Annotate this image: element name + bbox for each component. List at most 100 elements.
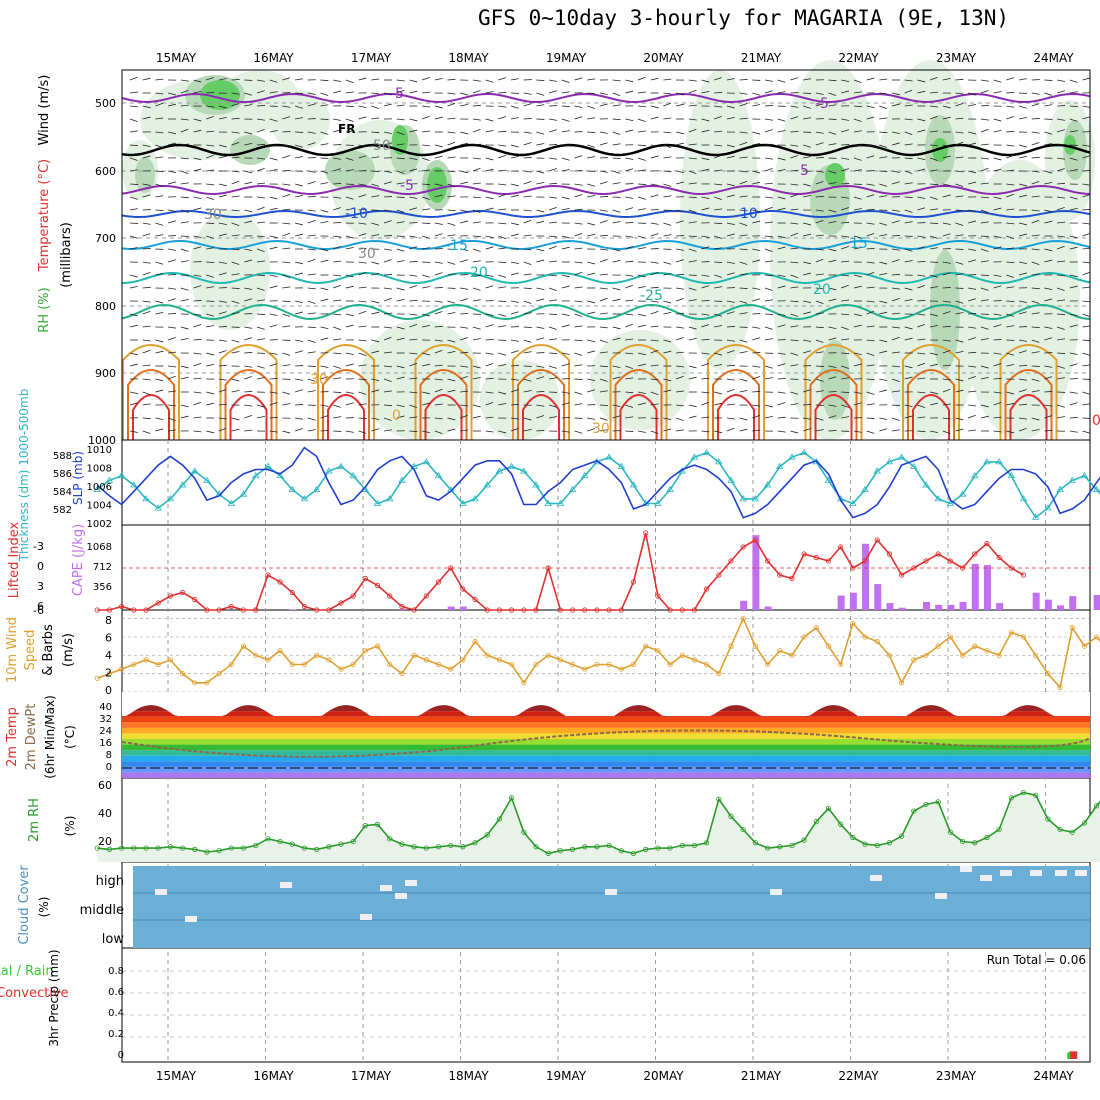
wind-barb bbox=[523, 131, 532, 134]
wind-barb bbox=[612, 104, 621, 107]
wind-barb bbox=[434, 144, 443, 148]
wind-speed-point bbox=[606, 661, 612, 668]
cloud-gap bbox=[870, 875, 882, 881]
wind-barb bbox=[383, 298, 392, 302]
wind-barb bbox=[282, 169, 291, 172]
wind-barb bbox=[447, 222, 456, 226]
wind-barb bbox=[574, 271, 583, 276]
wind-barb bbox=[409, 207, 418, 211]
wind-barb bbox=[206, 325, 215, 328]
wind-barb bbox=[206, 363, 215, 367]
wind-barb bbox=[1069, 324, 1078, 328]
wind-barb bbox=[244, 104, 253, 107]
wind-barb bbox=[701, 118, 710, 122]
wind-barb bbox=[853, 144, 862, 146]
wind-barb bbox=[726, 194, 735, 198]
wind-barb bbox=[688, 221, 697, 224]
wind-barb bbox=[345, 430, 354, 433]
wind-barb bbox=[993, 91, 1002, 94]
wind-barb bbox=[866, 339, 875, 342]
wind-barb bbox=[561, 285, 570, 289]
wind-barb bbox=[142, 222, 151, 225]
rh2m-point bbox=[472, 840, 478, 846]
wind-barb bbox=[1006, 155, 1014, 159]
wind-barb bbox=[193, 352, 202, 355]
wind-barb bbox=[866, 403, 875, 406]
wind-barb bbox=[968, 259, 977, 263]
wind-barb bbox=[587, 92, 596, 95]
cape-bar bbox=[837, 595, 845, 610]
wind-speed-point bbox=[899, 680, 905, 686]
lifted-index-point bbox=[301, 603, 308, 610]
wind-barb bbox=[841, 391, 850, 393]
wind-barb bbox=[231, 351, 240, 354]
wind-barb bbox=[498, 352, 507, 356]
wind-barb bbox=[498, 261, 507, 264]
wind-barb bbox=[434, 287, 443, 289]
wind-barb bbox=[345, 196, 354, 200]
wind-barb bbox=[383, 248, 392, 251]
wind-barb bbox=[498, 235, 506, 239]
wind-barb bbox=[561, 157, 570, 161]
wind-barb bbox=[1031, 248, 1040, 251]
contour-label: 20 bbox=[470, 265, 488, 281]
wind-barb bbox=[675, 259, 684, 263]
rh2m-point bbox=[1057, 826, 1063, 833]
wind-barb bbox=[599, 404, 608, 406]
wind-barb bbox=[599, 142, 608, 146]
wind-barb bbox=[180, 235, 189, 237]
wind-barb bbox=[1069, 246, 1078, 250]
wind-barb bbox=[815, 181, 824, 185]
wind-barb bbox=[485, 377, 494, 380]
wind-barb bbox=[549, 260, 558, 263]
wind-barb bbox=[1031, 92, 1040, 95]
wind-barb bbox=[625, 207, 634, 211]
wind-barb bbox=[358, 310, 367, 315]
wind-barb bbox=[282, 430, 291, 434]
wind-barb bbox=[193, 168, 202, 172]
wind-barb bbox=[663, 261, 672, 265]
wind-speed-point bbox=[569, 661, 576, 668]
wind-barb bbox=[739, 378, 748, 382]
wind-barb bbox=[930, 391, 938, 395]
wind-barb bbox=[142, 311, 151, 315]
wind-barb bbox=[485, 91, 494, 94]
wind-barb bbox=[549, 235, 558, 238]
wind-barb bbox=[358, 247, 367, 250]
wind-barb bbox=[295, 378, 304, 381]
cape-bar bbox=[971, 563, 979, 610]
slp-tick: 1004 bbox=[87, 501, 112, 512]
wind-barb bbox=[371, 234, 380, 237]
cloud-level-label: high bbox=[96, 874, 124, 889]
li-tick: -3 bbox=[33, 540, 44, 553]
wind-barb bbox=[1057, 299, 1066, 302]
wind-barb bbox=[231, 261, 240, 265]
wind-barb bbox=[930, 91, 939, 94]
lifted-index-point bbox=[326, 607, 332, 613]
wind-barb bbox=[739, 234, 748, 237]
wind-barb bbox=[307, 312, 316, 315]
wind-barb bbox=[968, 131, 977, 135]
wind-barb bbox=[434, 105, 443, 109]
wind-barb bbox=[294, 389, 303, 393]
wind-barb bbox=[320, 209, 329, 213]
lifted-index-point bbox=[167, 593, 173, 599]
wind-barb bbox=[701, 391, 710, 394]
thickness-point bbox=[520, 467, 528, 474]
wind-barb bbox=[879, 339, 888, 343]
wind-barb bbox=[625, 129, 634, 133]
wind-barb bbox=[1082, 222, 1091, 225]
wind-barb bbox=[167, 259, 176, 263]
wind-barb bbox=[929, 274, 938, 278]
wind-barb bbox=[777, 157, 786, 161]
temp-contour-boundary-layer bbox=[517, 369, 565, 440]
wind-barb bbox=[1082, 170, 1091, 172]
wind-barb bbox=[218, 183, 227, 187]
wind-barb bbox=[498, 169, 507, 172]
wind-barb bbox=[802, 105, 811, 109]
wind-barb bbox=[1018, 311, 1027, 315]
temp-contour-boundary-layer bbox=[609, 344, 668, 440]
wind-barb bbox=[701, 129, 710, 133]
wind-barb bbox=[879, 195, 888, 198]
wind-barb bbox=[447, 273, 456, 276]
